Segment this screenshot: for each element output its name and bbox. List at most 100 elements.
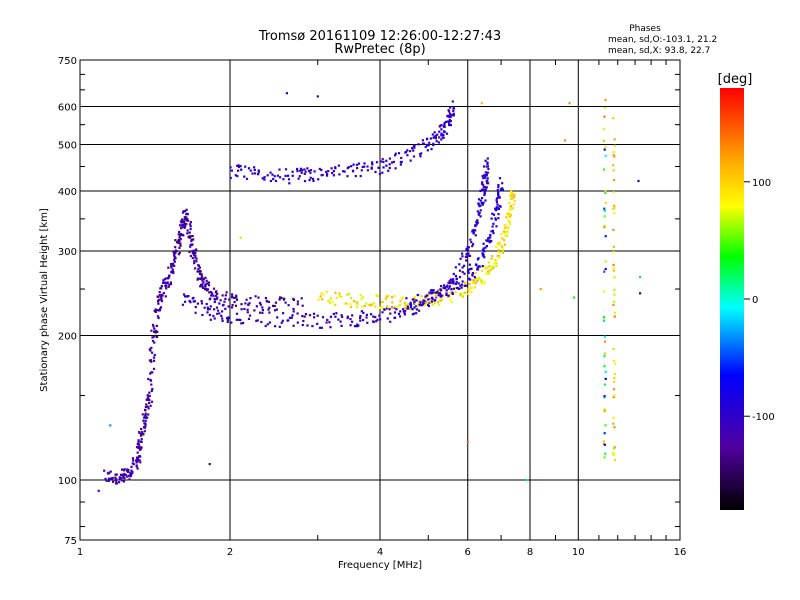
data-point xyxy=(472,232,475,235)
data-point xyxy=(335,312,338,315)
data-point xyxy=(230,169,233,172)
data-point xyxy=(191,250,194,253)
data-point xyxy=(413,306,416,309)
data-point xyxy=(438,136,441,139)
data-point xyxy=(509,205,512,208)
data-point xyxy=(464,291,467,294)
data-point xyxy=(361,165,364,168)
data-point xyxy=(613,293,616,296)
data-point xyxy=(498,204,501,208)
data-point xyxy=(432,303,435,306)
data-point xyxy=(261,311,264,314)
data-point xyxy=(488,236,491,239)
data-point xyxy=(269,171,272,174)
data-point xyxy=(476,258,479,261)
data-point xyxy=(114,473,117,476)
data-point xyxy=(483,256,486,259)
data-point xyxy=(276,174,279,177)
data-point xyxy=(363,162,366,165)
data-point xyxy=(470,267,473,270)
data-point xyxy=(194,305,197,309)
data-point xyxy=(216,312,219,315)
data-point xyxy=(501,249,504,252)
data-point xyxy=(136,460,139,463)
data-point xyxy=(503,230,506,233)
data-point xyxy=(417,300,420,303)
data-point xyxy=(243,307,246,311)
data-point xyxy=(501,237,504,240)
data-point xyxy=(411,298,414,301)
data-point xyxy=(511,207,514,210)
data-point xyxy=(604,145,607,148)
data-point xyxy=(612,228,615,231)
data-point xyxy=(500,245,504,248)
data-point xyxy=(438,130,441,133)
data-point xyxy=(352,300,356,303)
data-point xyxy=(385,159,388,162)
data-point xyxy=(144,422,147,425)
data-point xyxy=(222,303,225,306)
data-point xyxy=(342,170,345,173)
data-point xyxy=(259,303,262,306)
data-point xyxy=(510,190,513,193)
data-point xyxy=(234,174,237,177)
data-point xyxy=(272,178,275,181)
data-point xyxy=(603,318,606,321)
data-point xyxy=(318,167,321,170)
data-point xyxy=(483,265,486,268)
data-point xyxy=(457,287,460,290)
data-point xyxy=(485,165,488,168)
data-point xyxy=(169,263,173,266)
chart-title: Tromsø 20161109 12:26:00-12:27:43 xyxy=(258,29,501,44)
data-point xyxy=(149,372,152,375)
data-point xyxy=(476,279,479,282)
data-point xyxy=(426,301,429,304)
data-point xyxy=(412,145,415,148)
data-point xyxy=(475,223,478,226)
data-point xyxy=(393,316,397,319)
data-point xyxy=(240,322,243,325)
data-point xyxy=(235,298,239,301)
data-point xyxy=(334,315,337,318)
data-point xyxy=(273,175,276,178)
data-point xyxy=(303,180,307,183)
data-point xyxy=(355,306,359,309)
data-point xyxy=(287,174,290,177)
data-point xyxy=(437,294,440,297)
data-point xyxy=(143,426,146,429)
data-point xyxy=(424,295,427,298)
data-point xyxy=(237,169,240,172)
data-point xyxy=(249,297,252,300)
data-point xyxy=(612,169,615,172)
data-point xyxy=(476,266,479,269)
data-point xyxy=(508,220,511,223)
data-point xyxy=(316,314,319,317)
data-point xyxy=(399,300,402,303)
data-point xyxy=(141,432,144,435)
data-point xyxy=(478,211,481,214)
data-point xyxy=(482,248,485,251)
data-point xyxy=(382,160,385,164)
data-point xyxy=(265,300,268,303)
data-point xyxy=(388,308,391,311)
data-point xyxy=(447,281,450,284)
data-point xyxy=(350,165,353,168)
data-point xyxy=(327,170,330,173)
data-point xyxy=(189,221,192,224)
data-point xyxy=(414,296,417,299)
data-point xyxy=(189,228,192,231)
data-point xyxy=(480,182,484,185)
data-point xyxy=(205,288,208,291)
data-point xyxy=(231,293,234,296)
data-point xyxy=(136,451,139,454)
data-point xyxy=(495,245,498,248)
data-point xyxy=(451,291,454,294)
data-point xyxy=(483,185,486,189)
data-point xyxy=(602,440,605,443)
data-point xyxy=(404,310,407,313)
data-point xyxy=(604,260,607,263)
data-point xyxy=(192,300,195,303)
data-point xyxy=(448,112,452,115)
data-point xyxy=(150,371,153,374)
